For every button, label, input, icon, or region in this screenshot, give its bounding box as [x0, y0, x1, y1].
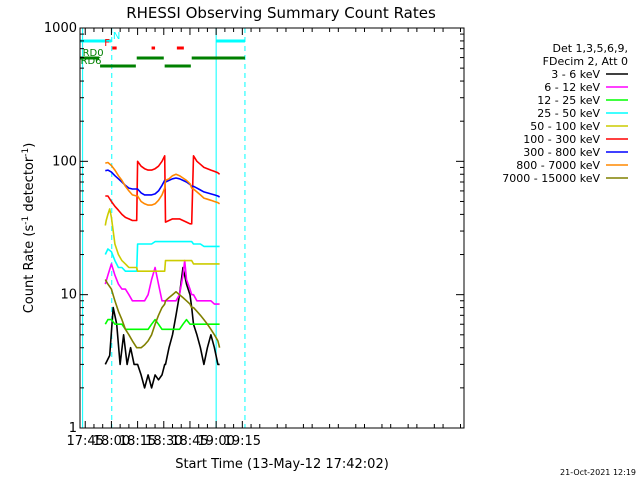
x-tick-label-18-30: 18:30: [145, 434, 182, 449]
y-tick-label-100: 100: [52, 154, 77, 169]
y-axis-label-part-1: Count Rate (s: [22, 225, 37, 314]
legend-label-100-300-kev: 100 - 300 keV: [523, 133, 600, 146]
series-line-800-7000-kev: [105, 161, 221, 206]
series-line-7000-15000-kev: [104, 279, 221, 349]
legend-label-800-7000-kev: 800 - 7000 keV: [516, 159, 600, 172]
legend-label-7000-15000-kev: 7000 - 15000 keV: [502, 172, 600, 185]
x-tick-label-19-15: 19:15: [224, 434, 261, 449]
footer-timestamp: 21-Oct-2021 12:19: [560, 468, 636, 477]
x-tick-label-18-15: 18:15: [119, 434, 156, 449]
series-line-3-6-kev: [104, 266, 220, 389]
legend-label-6-12-kev: 6 - 12 keV: [544, 81, 600, 94]
y-tick-label-1000: 1000: [44, 21, 77, 36]
chart-title: RHESSI Observing Summary Count Rates: [126, 4, 436, 22]
y-tick-label-1: 1: [69, 421, 77, 436]
orbit-bar-label-f: F: [104, 38, 110, 49]
orbit-bar-label-n: N: [113, 31, 120, 42]
series-layer: [104, 155, 221, 389]
x-tick-label-18-00: 18:00: [93, 434, 130, 449]
legend: Det 1,3,5,6,9, FDecim 2, Att 0 3 - 6 keV…: [502, 42, 628, 185]
plot-frame: [79, 27, 465, 429]
series-line-100-300-kev: [105, 155, 221, 225]
series-line-50-100-kev: [104, 208, 220, 273]
legend-label-25-50-kev: 25 - 50 keV: [537, 107, 600, 120]
legend-header-line-1: Det 1,3,5,6,9,: [552, 42, 628, 55]
y-axis: 1 10 100 1000: [44, 21, 464, 436]
legend-label-3-6-kev: 3 - 6 keV: [551, 68, 600, 81]
y-axis-label-part-2: detector: [22, 156, 37, 216]
orbit-bar-label-rd0: RD0: [83, 48, 104, 59]
x-axis-label: Start Time (13-May-12 17:42:02): [175, 457, 389, 472]
y-tick-label-10: 10: [60, 288, 77, 303]
legend-header-line-2: FDecim 2, Att 0: [543, 55, 628, 68]
y-axis-label: Count Rate (s-1 detector-1): [21, 143, 37, 314]
series-line-25-50-kev: [104, 240, 220, 273]
orbit-bar-label-rd6: RD6: [81, 56, 102, 67]
y-axis-label-sup-1: -1: [21, 216, 31, 225]
legend-label-50-100-kev: 50 - 100 keV: [530, 120, 600, 133]
x-tick-label-17-45: 17:45: [67, 434, 104, 449]
y-axis-label-sup-2: -1: [21, 148, 31, 157]
legend-label-300-800-kev: 300 - 800 keV: [523, 146, 600, 159]
y-axis-label-part-3: ): [22, 143, 37, 148]
x-tick-label-19-00: 19:00: [197, 434, 234, 449]
x-tick-label-18-45: 18:45: [171, 434, 208, 449]
vertical-marker-lines: [82, 28, 246, 428]
legend-label-12-25-kev: 12 - 25 keV: [537, 94, 600, 107]
